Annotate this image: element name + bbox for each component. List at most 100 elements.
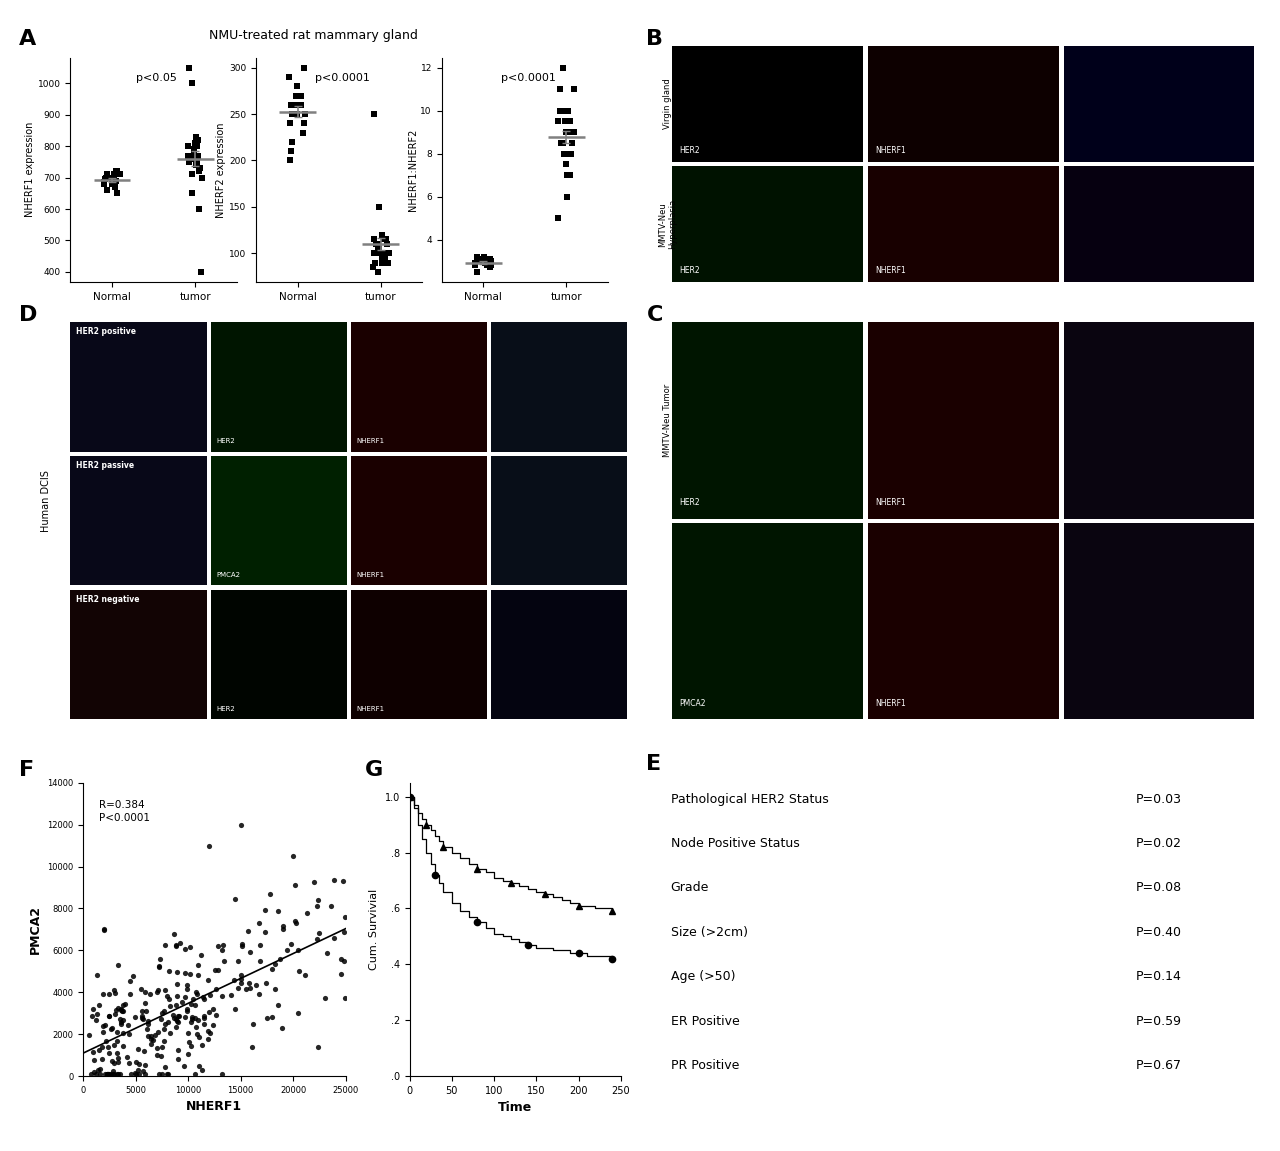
Point xyxy=(154,1020,174,1038)
Point xyxy=(166,962,187,981)
Text: NHERF1: NHERF1 xyxy=(356,437,384,444)
Point xyxy=(324,929,344,947)
Point xyxy=(182,166,202,184)
Point xyxy=(120,971,141,990)
Text: NHERF1: NHERF1 xyxy=(876,699,906,708)
Point xyxy=(90,1041,110,1059)
Point xyxy=(293,123,314,142)
Point xyxy=(189,159,210,177)
Point xyxy=(95,1016,115,1035)
Point xyxy=(151,1065,172,1083)
Text: A: A xyxy=(19,29,36,48)
Point xyxy=(166,1017,187,1036)
Point xyxy=(147,1045,168,1064)
Point xyxy=(180,965,201,983)
Y-axis label: Cum. Survivial: Cum. Survivial xyxy=(369,889,379,970)
Point xyxy=(93,921,114,939)
Point xyxy=(129,1055,150,1074)
Point xyxy=(374,230,394,249)
Point xyxy=(113,1003,133,1021)
Point xyxy=(93,173,114,191)
Point xyxy=(559,113,580,131)
Point xyxy=(306,929,326,947)
Point xyxy=(365,253,385,272)
Point xyxy=(148,958,169,976)
Point xyxy=(178,1045,198,1064)
Point xyxy=(104,1054,124,1073)
Point xyxy=(367,239,388,258)
Point xyxy=(132,1008,152,1027)
Point xyxy=(374,249,394,267)
Point xyxy=(480,257,500,275)
Point xyxy=(148,956,169,975)
Point xyxy=(174,1008,195,1027)
Point xyxy=(104,1065,124,1083)
Text: B: B xyxy=(646,29,663,48)
Point xyxy=(151,1011,172,1029)
Point xyxy=(562,123,582,142)
Point xyxy=(108,1065,128,1083)
Point xyxy=(141,1029,161,1047)
Point xyxy=(367,239,388,258)
Point xyxy=(154,1001,174,1020)
Text: R=0.384
P<0.0001: R=0.384 P<0.0001 xyxy=(99,800,150,823)
Point xyxy=(465,254,485,273)
Point xyxy=(99,1044,119,1062)
Point xyxy=(179,153,200,171)
Point xyxy=(271,1019,292,1037)
Point xyxy=(285,914,306,932)
Point xyxy=(125,1065,146,1083)
Text: p<0.0001: p<0.0001 xyxy=(500,74,556,83)
Point xyxy=(95,170,115,189)
Point xyxy=(163,1006,183,1024)
Point xyxy=(376,244,397,262)
Point xyxy=(101,1019,122,1037)
Point xyxy=(108,1022,128,1041)
Text: Grade: Grade xyxy=(671,882,709,894)
Point xyxy=(155,1014,175,1032)
Point xyxy=(205,961,225,980)
Point xyxy=(256,974,276,992)
Point xyxy=(166,1011,187,1029)
Point xyxy=(108,162,128,181)
Point xyxy=(242,1038,262,1057)
Point xyxy=(108,1053,128,1072)
Point xyxy=(156,986,177,1005)
Point xyxy=(260,885,280,904)
Point xyxy=(108,1049,128,1067)
Point xyxy=(110,1015,131,1034)
Point xyxy=(280,935,301,953)
Point xyxy=(160,1023,180,1042)
Point xyxy=(224,970,244,989)
Point xyxy=(372,226,393,244)
Point xyxy=(134,1065,155,1083)
Text: NHERF1: NHERF1 xyxy=(356,572,384,578)
Point xyxy=(90,1059,110,1077)
Point xyxy=(155,1058,175,1076)
Point xyxy=(134,1055,155,1074)
Point xyxy=(102,1065,123,1083)
Point xyxy=(186,128,206,146)
Point xyxy=(232,935,252,953)
Point xyxy=(239,974,260,992)
Point xyxy=(273,920,293,938)
Point xyxy=(371,249,392,267)
Point xyxy=(148,981,169,999)
Point xyxy=(104,166,124,184)
Point xyxy=(268,996,288,1014)
Point xyxy=(113,1023,133,1042)
Point xyxy=(110,1000,131,1019)
Point xyxy=(480,252,500,270)
Text: PMCA2: PMCA2 xyxy=(680,699,707,708)
Point xyxy=(95,1065,115,1083)
Point xyxy=(183,990,204,1008)
Point xyxy=(198,1022,219,1041)
Point xyxy=(164,1009,184,1028)
Point xyxy=(97,181,118,199)
Point xyxy=(187,131,207,150)
Text: P=0.08: P=0.08 xyxy=(1135,882,1181,894)
Point xyxy=(282,132,302,151)
Point xyxy=(197,971,218,990)
Point xyxy=(206,980,227,998)
Point xyxy=(367,262,388,281)
